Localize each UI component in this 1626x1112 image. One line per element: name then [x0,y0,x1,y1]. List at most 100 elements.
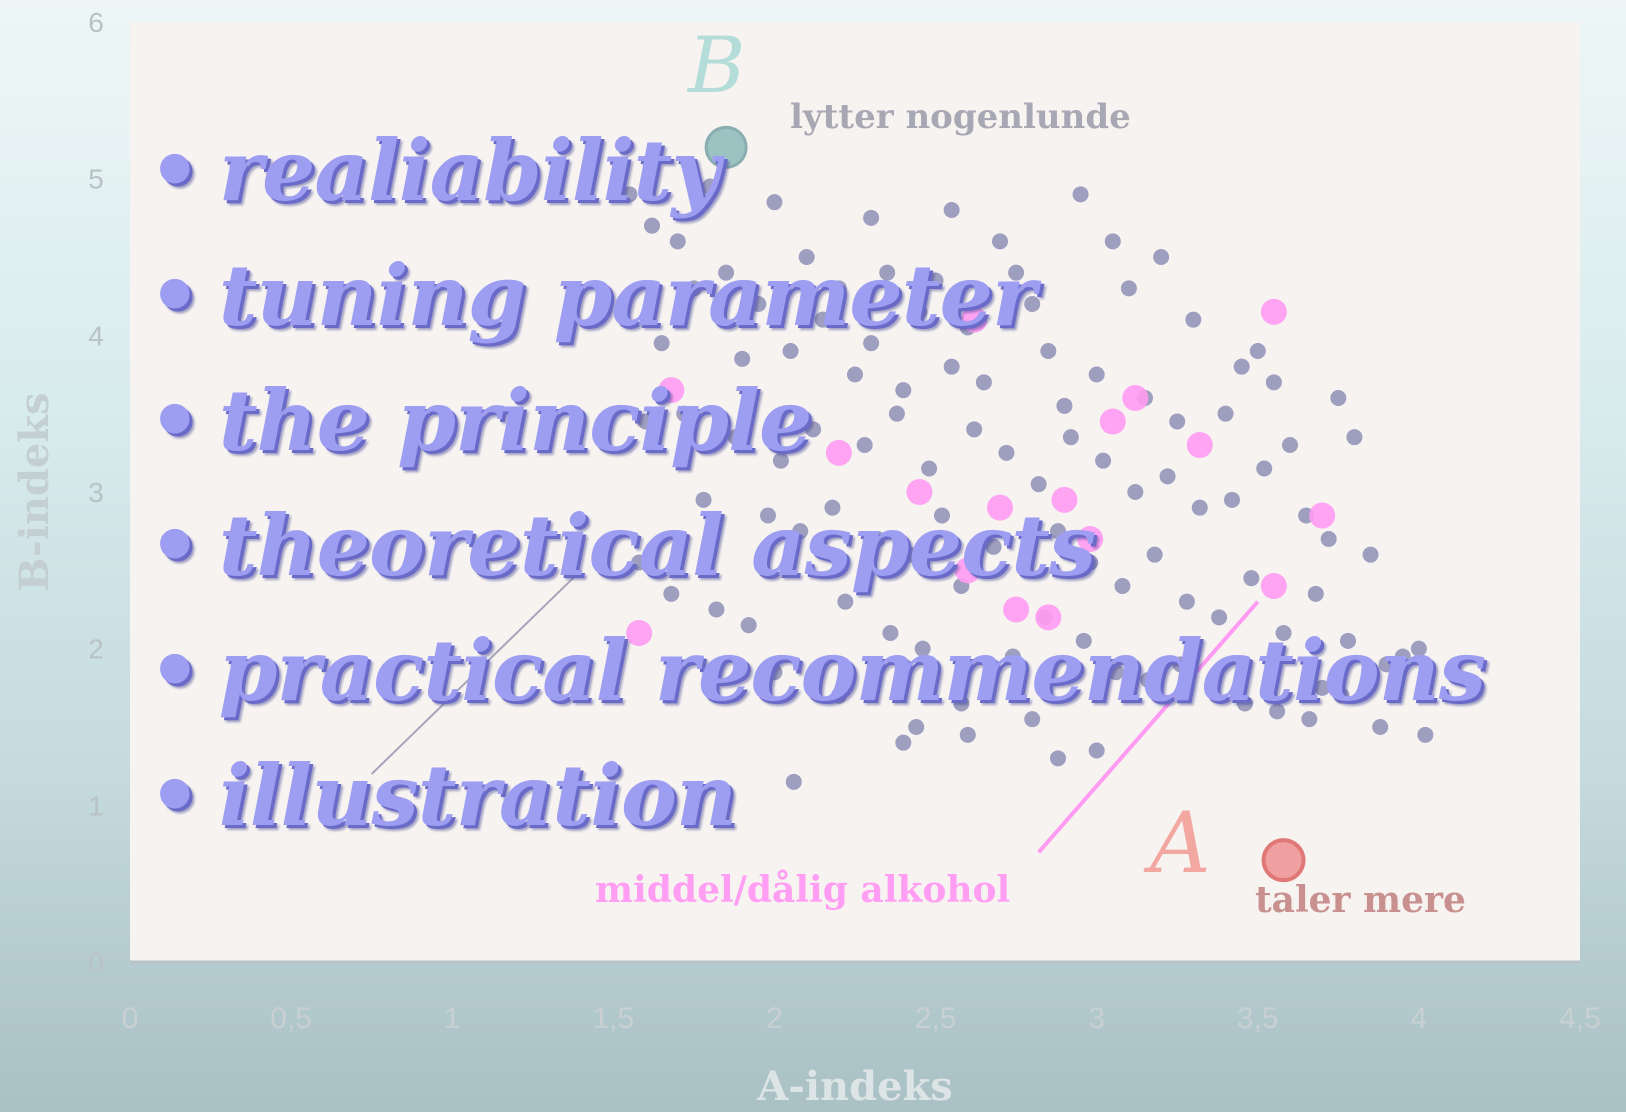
data-point [1256,460,1273,477]
y-tick-label: 5 [88,164,104,195]
data-point [1333,687,1350,704]
data-point [1140,672,1157,688]
bullet-list: • realiability • tuning parameter • the princ… [148,108,1486,858]
data-point [772,452,789,469]
data-point [1095,452,1112,469]
data-point [1346,429,1363,446]
bullet-dot-icon: • [148,496,202,595]
data-point [750,296,767,312]
data-point [1146,546,1163,563]
data-point [943,202,960,218]
data-point [847,366,863,383]
highlight-point [1077,526,1104,552]
x-axis-title: A-indeks [756,1063,953,1110]
data-point [1008,264,1025,281]
data-point [998,444,1015,461]
data-point [1172,656,1189,673]
highlight-point [1122,385,1149,411]
data-point [1211,609,1228,626]
axes: 0 0,5 1 1,5 2 2,5 3 3,5 4 4,5 0 1 2 3 4 5 6 A-indeks B-ind… [11,7,1601,1110]
data-point [901,546,918,563]
label-middel: middel/dålig alkohol [595,869,1010,911]
data-point [708,601,725,618]
data-point [959,726,976,743]
data-point [766,194,783,211]
data-point [953,695,970,712]
point-A [1261,838,1306,883]
data-point [1153,249,1170,265]
data-point [1314,679,1331,696]
data-point [992,233,1008,250]
x-tick-label: 2,5 [915,1002,957,1035]
bullet-text: theoretical aspects [218,496,1097,595]
y-tick-label: 4 [88,320,104,351]
data-point [1004,648,1021,665]
label-B: B [686,21,745,111]
data-point [1050,523,1066,540]
highlight-point [987,494,1013,521]
highlight-point [626,620,653,646]
data-point [805,421,822,438]
data-point [1330,390,1347,406]
data-point [824,499,841,516]
data-point [1040,343,1057,359]
bullet-item: • theoretical aspects [148,483,1485,608]
highlight-point [906,479,933,505]
y-tick-label: 1 [88,790,104,821]
data-point [644,217,660,234]
highlight-point [1260,298,1287,325]
x-tick-label: 0,5 [270,1002,312,1035]
highlight-point [658,377,685,404]
data-point [702,178,718,195]
data-point [934,507,950,524]
data-point [1127,484,1144,500]
data-point [637,413,654,430]
bullet-item: • the principle [148,358,1485,483]
data-point [798,249,815,265]
chart-marks [370,125,1434,883]
data-point [1307,585,1324,602]
data-point [1217,405,1234,422]
bullet-item: • realiability [148,108,1485,233]
bullet-item: • tuning parameter [148,233,1485,358]
label-A: A [1143,794,1211,892]
bullet-item: • practical recommendations [148,608,1486,733]
highlight-point [954,557,981,584]
data-point [760,507,776,524]
data-point [975,374,992,391]
highlight-point [1099,408,1126,435]
bullet-text: tuning parameter [218,246,1037,345]
data-point [621,186,638,203]
bullet-dot-icon: • [148,371,202,470]
highlight-point [1003,596,1030,623]
data-point [1088,366,1105,383]
bullet-text: practical recommendations [218,621,1486,720]
data-point [1249,343,1266,359]
data-point [1340,632,1356,649]
x-tick-label: 3,5 [1237,1002,1279,1035]
data-point [1275,625,1292,641]
data-point [1072,186,1089,203]
data-point [927,272,944,289]
data-point [830,687,847,704]
label-lytter: lytter nogenlunde [790,97,1131,137]
highlight-connector-line [1037,600,1260,854]
data-point [740,617,757,634]
plot-area [130,22,1580,962]
data-point [792,523,809,540]
data-point [785,773,802,790]
bullet-text: illustration [218,746,737,845]
data-point [888,405,905,422]
data-point [631,554,648,571]
data-point [1159,468,1176,485]
bullet-text: the principle [218,371,813,470]
data-point [1204,679,1221,696]
data-point [685,280,702,297]
data-point [1233,358,1250,375]
x-tick-label: 3 [1088,1002,1105,1035]
data-point [921,460,938,477]
data-point [985,538,1002,555]
data-point [1191,499,1208,516]
data-point [895,734,912,751]
